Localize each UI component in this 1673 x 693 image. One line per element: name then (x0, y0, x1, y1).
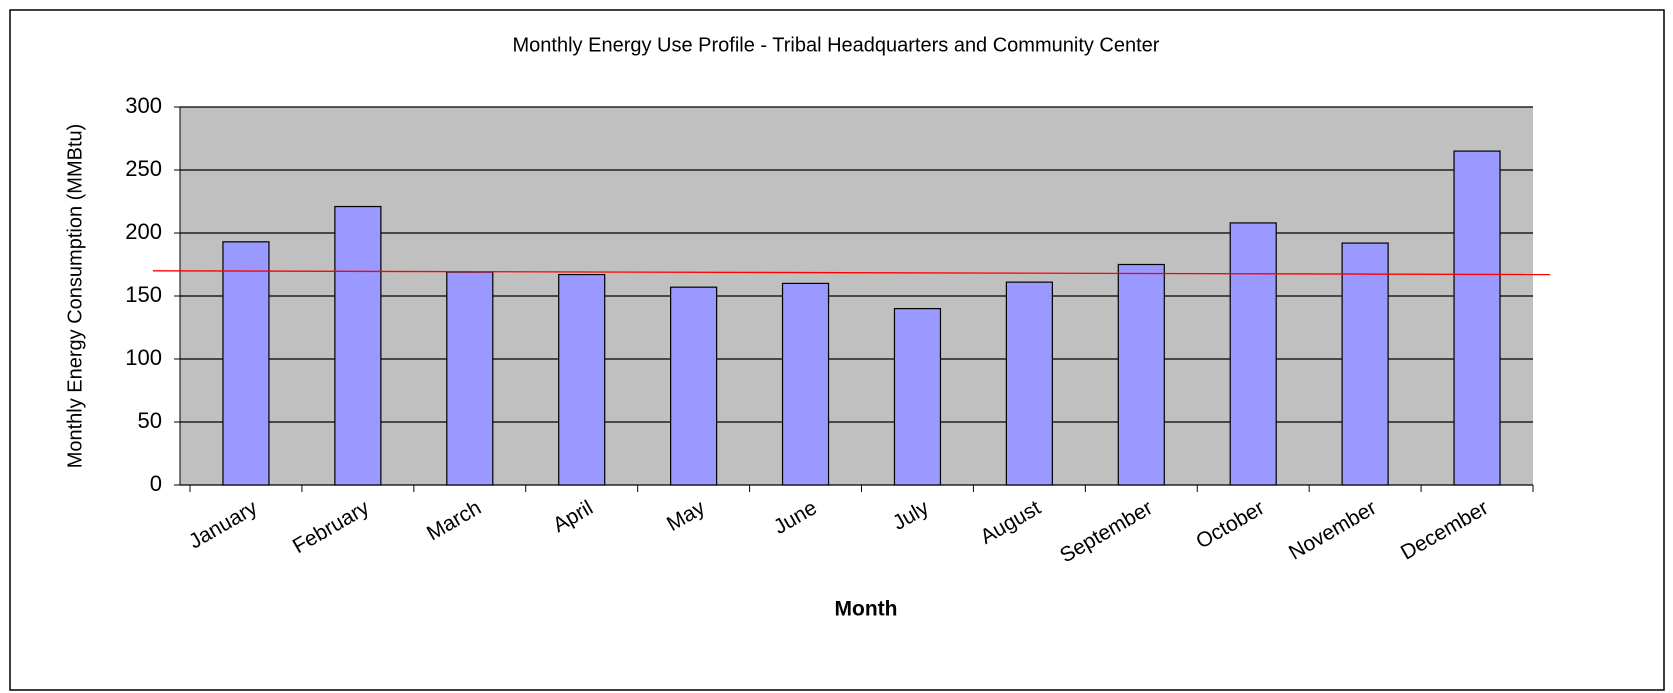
chart-title: Monthly Energy Use Profile - Tribal Head… (513, 34, 1160, 56)
bar (670, 286, 718, 486)
bar (222, 241, 270, 486)
y-tick-label: 300 (125, 93, 162, 118)
bar (558, 273, 606, 486)
bar (893, 308, 942, 486)
y-tick-label: 0 (150, 471, 162, 496)
bar (1229, 222, 1277, 486)
bar (334, 205, 382, 486)
y-tick-label: 50 (138, 408, 162, 433)
bar (781, 282, 830, 486)
y-tick-label: 200 (125, 219, 162, 244)
x-axis-title: Month (835, 598, 898, 621)
bar (1453, 150, 1501, 486)
reference-line (152, 270, 1551, 276)
bar (1117, 263, 1165, 486)
bar (1341, 242, 1389, 486)
bar (446, 271, 494, 486)
y-tick-label: 250 (125, 156, 162, 181)
bar (1005, 281, 1053, 486)
y-tick-label: 100 (125, 345, 162, 370)
y-axis-title: Monthly Energy Consumption (MMBtu) (64, 124, 86, 469)
y-tick-label: 150 (125, 282, 162, 307)
